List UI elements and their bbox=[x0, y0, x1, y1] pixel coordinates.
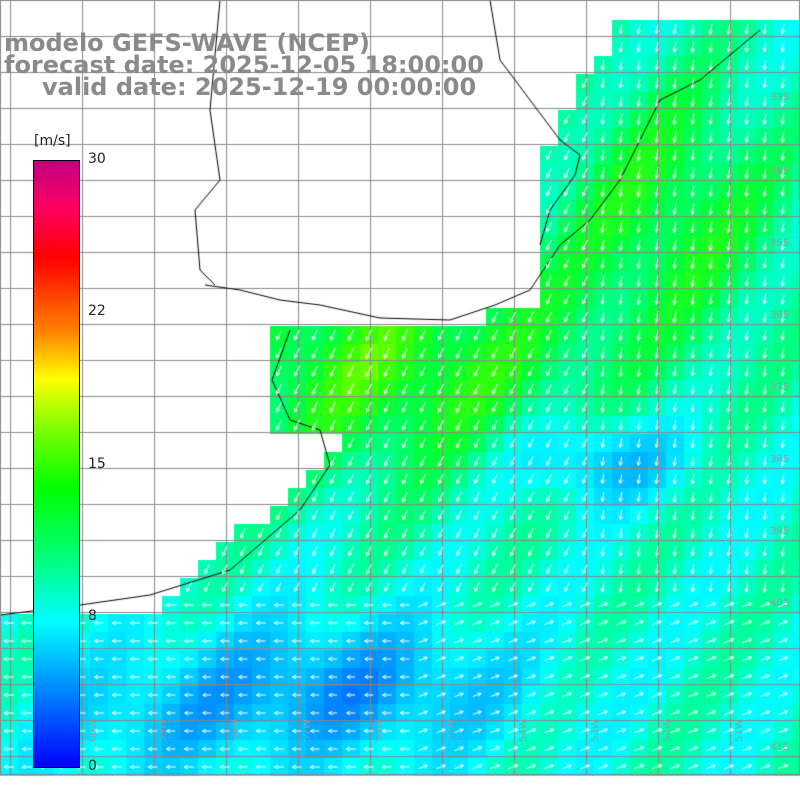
lon-label: 54W bbox=[518, 719, 529, 742]
lat-label: 40S bbox=[770, 598, 790, 609]
lon-label: 57W bbox=[302, 719, 313, 742]
lon-label: 60W bbox=[88, 719, 99, 742]
lat-label: 38S bbox=[770, 454, 790, 465]
lon-label: 56W bbox=[374, 719, 385, 742]
lon-label: 53W bbox=[590, 719, 601, 742]
colorbar-tick-22: 22 bbox=[88, 303, 106, 319]
colorbar-tick-8: 8 bbox=[88, 608, 97, 624]
colorbar bbox=[33, 160, 80, 768]
lat-label: 41S bbox=[770, 742, 790, 753]
valid-date: valid date: 2025-12-19 00:00:00 bbox=[42, 73, 477, 101]
lon-label: 51W bbox=[734, 719, 745, 742]
lat-label: 34S bbox=[770, 166, 790, 177]
colorbar-tick-30: 30 bbox=[88, 151, 106, 167]
lon-label: 59W bbox=[158, 719, 169, 742]
model-title: modelo GEFS-WAVE (NCEP) bbox=[4, 29, 370, 57]
lon-label: 58W bbox=[230, 719, 241, 742]
lat-label: 39S bbox=[770, 526, 790, 537]
lon-label: 52W bbox=[662, 719, 673, 742]
lat-label: 37S bbox=[770, 382, 790, 393]
colorbar-unit: [m/s] bbox=[34, 133, 71, 149]
forecast-date: forecast date: 2025-12-05 18:00:00 bbox=[4, 51, 484, 79]
lon-label: 55W bbox=[446, 719, 457, 742]
lat-label: 36S bbox=[770, 310, 790, 321]
colorbar-tick-0: 0 bbox=[88, 758, 97, 774]
colorbar-tick-15: 15 bbox=[88, 456, 106, 472]
lat-label: 35S bbox=[770, 238, 790, 249]
lat-label: 33S bbox=[770, 92, 790, 103]
